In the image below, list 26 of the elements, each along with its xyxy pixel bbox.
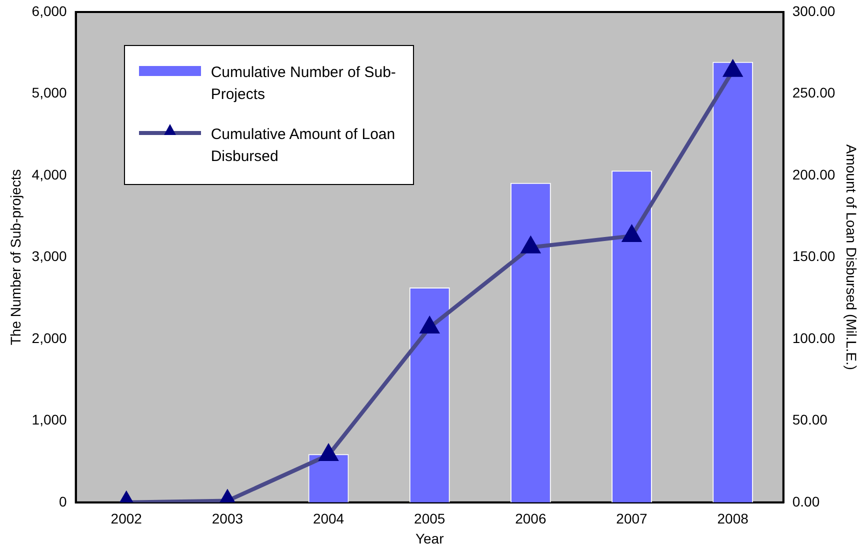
x-tick-label: 2005 [414,510,446,527]
y2-tick-label: 250.00 [792,84,836,101]
legend-label: Cumulative Number of Sub-Projects [210,63,397,105]
y-tick-label: 6,000 [32,2,68,19]
y-tick-label: 3,000 [32,248,68,264]
y2-tick-label: 0.00 [792,493,820,510]
y-tick-label: 1,000 [32,412,68,428]
x-tick-label: 2002 [110,510,142,527]
y2-tick-label: 150.00 [792,248,836,264]
y-axis-title: The Number of Sub-projects [7,169,24,346]
y-tick-label: 4,000 [32,166,68,182]
y-tick-label: 5,000 [32,84,68,101]
y2-tick-label: 50.00 [792,412,828,428]
y2-tick-label: 200.00 [792,166,836,182]
x-tick-label: 2003 [212,510,244,527]
y-tick-label: 2,000 [32,330,68,346]
x-tick-label: 2004 [312,510,344,527]
y-tick-label: 0 [59,493,68,510]
y2-tick-label: 300.00 [792,2,836,19]
x-axis-title: Year [415,530,444,546]
y2-axis-title: Amount of Loan Disbursed (Mil.L.E.) [844,144,860,370]
x-tick-label: 2006 [515,510,546,527]
x-tick-label: 2008 [717,510,749,527]
x-tick-label: 2007 [616,510,648,527]
y2-tick-label: 100.00 [792,330,836,346]
legend-label: Cumulative Amount of Loan Disbursed [210,125,396,167]
